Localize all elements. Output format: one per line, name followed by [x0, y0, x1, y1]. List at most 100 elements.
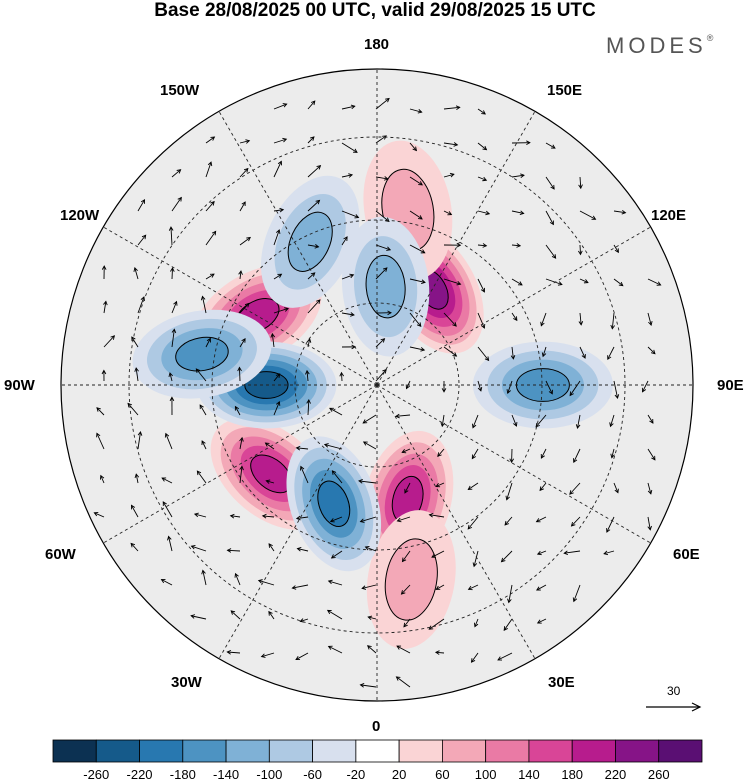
wind-arrow: [199, 404, 207, 416]
wind-arrow: [578, 312, 584, 326]
reference-vector: [646, 702, 702, 712]
wind-arrow: [167, 535, 173, 552]
wind-arrow: [261, 513, 275, 519]
wind-arrow: [375, 338, 386, 348]
wind-arrow: [545, 244, 557, 259]
wind-arrow: [273, 103, 288, 110]
wind-arrow: [273, 273, 283, 280]
wind-arrow: [375, 368, 387, 382]
wind-arrow: [511, 140, 531, 146]
wind-arrow: [375, 267, 388, 280]
wind-arrow: [205, 230, 217, 246]
wind-arrow: [305, 369, 310, 382]
lon-label-180: 180: [364, 36, 390, 53]
colorbar-label: 180: [561, 767, 584, 782]
wind-arrow: [323, 443, 343, 450]
wind-arrow: [435, 584, 445, 590]
colorbar-swatch: [182, 739, 227, 763]
wind-arrow: [361, 584, 377, 590]
anomaly-positive-5: [366, 510, 456, 649]
wind-arrow: [545, 380, 553, 395]
wind-arrow: [509, 448, 515, 464]
colorbar-swatch: [571, 739, 616, 763]
wind-arrow: [541, 346, 547, 358]
colorbar-label: -60: [303, 767, 322, 782]
anomaly-negative-11: [341, 216, 430, 357]
colorbar-swatch: [139, 739, 184, 763]
wind-arrow: [396, 516, 411, 523]
wind-arrow: [103, 300, 108, 314]
wind-arrow: [341, 142, 358, 153]
wind-arrow: [467, 584, 479, 591]
wind-arrow: [130, 542, 139, 552]
wind-arrow: [563, 550, 581, 556]
wind-arrow: [201, 440, 207, 450]
wind-arrow: [295, 652, 309, 661]
colorbar-swatch: [441, 739, 487, 763]
wind-arrow: [395, 676, 411, 688]
wind-arrow: [307, 100, 316, 110]
wind-arrow: [647, 482, 653, 495]
wind-arrow: [606, 516, 615, 533]
colorbar-label: -180: [169, 767, 196, 782]
wind-arrow: [205, 273, 215, 280]
wind-arrow: [137, 431, 143, 450]
wind-arrow: [536, 584, 547, 591]
anomaly-contour: [317, 480, 351, 528]
wind-arrow: [477, 243, 488, 248]
colorbar-label: -100: [256, 767, 283, 782]
wind-arrow: [170, 267, 175, 280]
wind-arrow: [375, 176, 389, 181]
wind-arrow: [569, 482, 581, 495]
wind-arrow: [131, 504, 139, 518]
wind-arrow: [500, 550, 513, 563]
wind-arrow: [137, 234, 147, 246]
wind-arrow: [540, 448, 547, 459]
wind-arrow: [613, 244, 619, 254]
colorbar-label: 220: [604, 767, 627, 782]
wind-arrow: [341, 104, 356, 110]
wind-arrow: [510, 346, 516, 360]
wind-arrow: [137, 199, 146, 212]
wind-arrow: [359, 683, 377, 688]
wind-arrow: [409, 210, 423, 220]
wind-arrow: [237, 366, 242, 382]
wind-arrow: [443, 105, 461, 110]
wind-arrow: [300, 465, 309, 484]
wind-arrow: [229, 513, 241, 519]
wind-arrow: [610, 312, 615, 330]
meridian-300: [103, 384, 378, 544]
wind-arrow: [375, 97, 390, 110]
colorbar-swatch: [95, 739, 140, 763]
wind-arrow: [545, 278, 563, 286]
colorbar-swatch: [52, 739, 97, 763]
meridian-240: [103, 226, 378, 386]
wind-arrow: [579, 210, 597, 220]
wind-arrow: [440, 414, 446, 428]
wind-arrow: [329, 407, 343, 416]
wind-arrow: [511, 414, 518, 427]
wind-arrow: [96, 432, 105, 450]
wind-arrow: [329, 516, 343, 523]
wind-arrow: [511, 210, 525, 216]
meridian-120: [376, 226, 651, 386]
wind-arrow: [477, 380, 483, 392]
wind-arrow: [273, 373, 281, 382]
wind-arrow: [341, 236, 348, 246]
wind-arrow: [431, 550, 445, 558]
wind-arrow: [239, 236, 251, 246]
anomaly-negative-7: [286, 436, 382, 572]
wind-arrow: [239, 167, 249, 178]
wind-arrow: [234, 572, 241, 586]
lon-label-0: 0: [372, 718, 381, 735]
wind-arrow: [162, 501, 173, 518]
wind-arrow: [193, 512, 207, 518]
lon-label-30w: 30W: [171, 674, 202, 691]
wind-arrow: [569, 380, 581, 397]
wind-arrow: [341, 273, 355, 280]
wind-arrow: [536, 550, 547, 556]
wind-arrow: [239, 436, 244, 450]
wind-arrow: [477, 346, 490, 362]
wind-arrow: [467, 516, 479, 530]
wind-arrow: [536, 618, 547, 624]
